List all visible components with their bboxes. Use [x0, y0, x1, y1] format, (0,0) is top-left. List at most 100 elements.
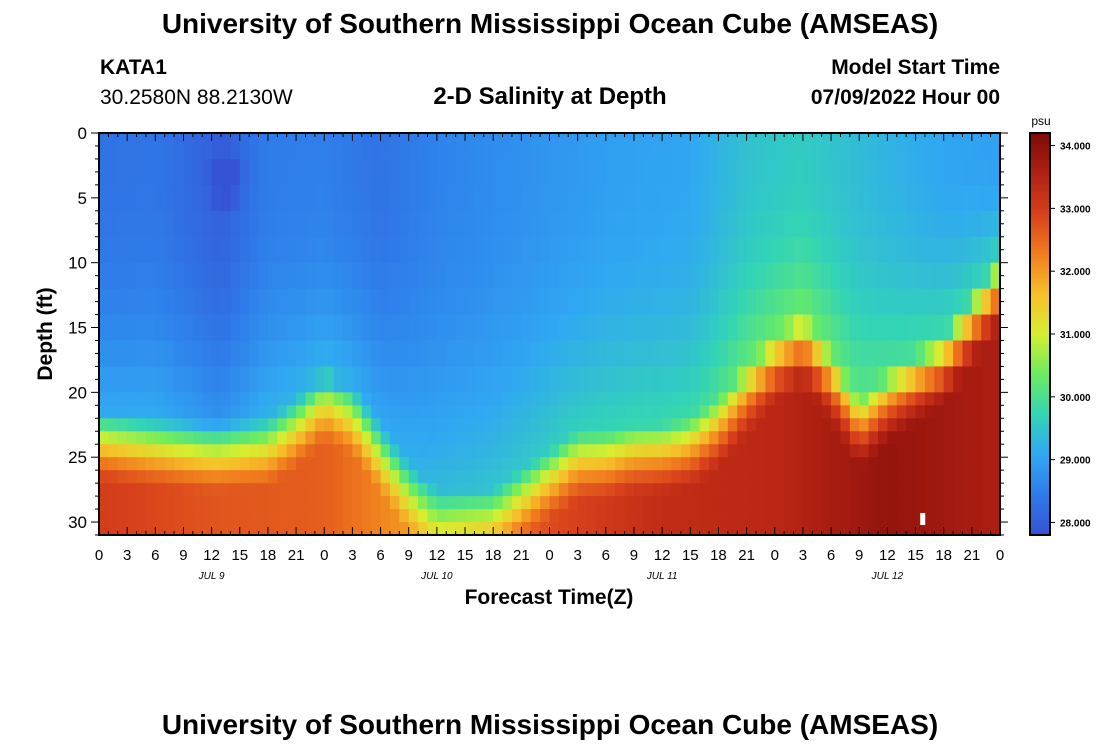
heatmap-cell: [324, 405, 335, 419]
heatmap-cell: [540, 509, 551, 523]
heatmap-cell: [868, 392, 879, 406]
heatmap-cell: [99, 314, 109, 342]
heatmap-cell: [502, 314, 513, 342]
heatmap-cell: [192, 184, 203, 212]
heatmap-cell: [915, 444, 926, 458]
heatmap-marker: [920, 512, 926, 525]
heatmap-cell: [624, 158, 635, 186]
heatmap-cell: [934, 392, 945, 406]
heatmap-cell: [380, 444, 391, 458]
heatmap-cell: [624, 470, 635, 484]
heatmap-cell: [230, 210, 241, 238]
heatmap-cell: [465, 405, 476, 419]
heatmap-cell: [671, 496, 682, 510]
heatmap-cell: [877, 158, 888, 186]
heatmap-cell: [596, 509, 607, 523]
heatmap-cell: [371, 470, 382, 484]
heatmap-cell: [314, 522, 325, 536]
heatmap-cell: [558, 457, 569, 471]
heatmap-cell: [821, 405, 832, 419]
heatmap-cell: [192, 236, 203, 264]
heatmap-cell: [258, 509, 269, 523]
heatmap-cell: [924, 418, 935, 432]
heatmap-cell: [587, 366, 598, 393]
heatmap-cell: [737, 184, 748, 212]
heatmap-cell: [953, 444, 964, 458]
heatmap-cell: [615, 210, 626, 238]
heatmap-cell: [680, 236, 691, 264]
heatmap-cell: [859, 405, 870, 419]
heatmap-cell: [831, 340, 842, 368]
heatmap-cell: [821, 133, 832, 160]
y-tick-label: 10: [68, 254, 87, 273]
heatmap-cell: [221, 340, 231, 368]
heatmap-cell: [784, 184, 795, 212]
heatmap-cell: [530, 158, 541, 186]
heatmap-cell: [455, 158, 466, 186]
heatmap-cell: [737, 457, 748, 471]
heatmap-cell: [174, 236, 185, 264]
heatmap-cell: [615, 405, 626, 419]
heatmap-cell: [418, 418, 429, 432]
heatmap-cell: [615, 236, 626, 264]
x-tick-label: 18: [710, 547, 727, 564]
heatmap-cell: [652, 236, 663, 264]
heatmap-cell: [971, 470, 982, 484]
heatmap-cell: [812, 314, 823, 342]
heatmap-cell: [868, 405, 879, 419]
heatmap-cell: [746, 210, 757, 238]
heatmap-cell: [202, 457, 213, 471]
heatmap-cell: [277, 405, 288, 419]
heatmap-cell: [896, 457, 907, 471]
heatmap-cell: [221, 470, 231, 484]
x-tick-label: 0: [996, 547, 1004, 564]
heatmap-cell: [540, 457, 551, 471]
heatmap-cell: [239, 133, 250, 160]
heatmap-cell: [521, 483, 532, 497]
heatmap-cell: [596, 470, 607, 484]
heatmap-cell: [652, 483, 663, 497]
heatmap-cell: [812, 366, 823, 393]
heatmap-cell: [155, 483, 166, 497]
heatmap-cell: [277, 470, 288, 484]
heatmap-cell: [887, 496, 898, 510]
heatmap-cell: [436, 405, 447, 419]
heatmap-cell: [981, 509, 992, 523]
heatmap-cell: [840, 314, 851, 342]
heatmap-cell: [511, 405, 522, 419]
heatmap-cell: [371, 509, 382, 523]
heatmap-cell: [399, 496, 410, 510]
heatmap-cell: [680, 496, 691, 510]
heatmap-cell: [877, 392, 888, 406]
heatmap-cell: [558, 405, 569, 419]
heatmap-cell: [239, 340, 250, 368]
heatmap-cell: [540, 496, 551, 510]
heatmap-cell: [793, 444, 804, 458]
heatmap-cell: [333, 522, 344, 536]
heatmap-cell: [962, 444, 973, 458]
heatmap-cell: [671, 184, 682, 212]
heatmap-cell: [465, 496, 476, 510]
heatmap-cell: [502, 133, 513, 160]
heatmap-cell: [174, 340, 185, 368]
heatmap-cell: [183, 158, 194, 186]
heatmap-cell: [568, 158, 579, 186]
heatmap-cell: [296, 340, 307, 368]
heatmap-cell: [924, 470, 935, 484]
heatmap-cell: [183, 262, 194, 290]
heatmap-cell: [971, 314, 982, 342]
heatmap-cell: [521, 262, 532, 290]
heatmap-cell: [755, 405, 766, 419]
heatmap-cell: [709, 392, 720, 406]
heatmap-cell: [934, 262, 945, 290]
heatmap-cell: [183, 522, 194, 536]
heatmap-cell: [333, 457, 344, 471]
heatmap-cell: [831, 509, 842, 523]
heatmap-cell: [127, 444, 138, 458]
heatmap-cell: [474, 314, 485, 342]
station-coordinates: 30.2580N 88.2130W: [100, 86, 293, 109]
heatmap-cell: [840, 158, 851, 186]
heatmap-cell: [493, 133, 504, 160]
heatmap-cell: [399, 366, 410, 393]
heatmap-cell: [136, 288, 147, 316]
